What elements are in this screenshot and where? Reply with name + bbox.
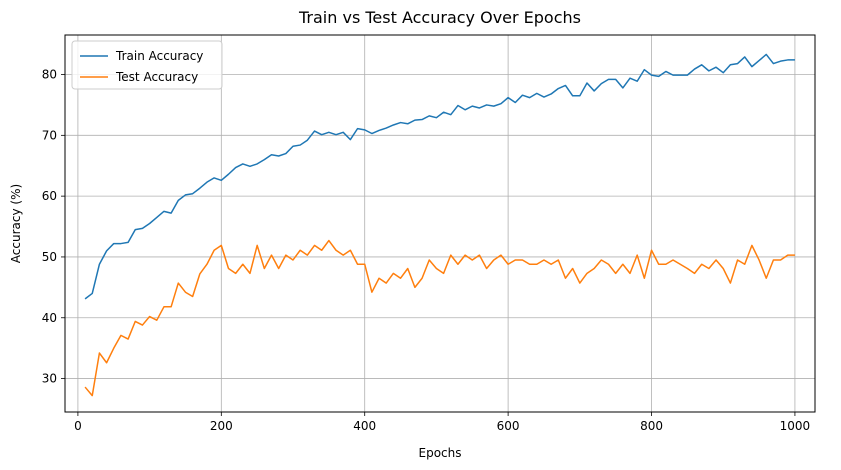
legend: Train Accuracy Test Accuracy [71,40,223,90]
legend-label: Test Accuracy [115,70,198,84]
series-line-train-accuracy [84,53,795,300]
chart-title: Train vs Test Accuracy Over Epochs [298,8,581,27]
y-axis-label: Accuracy (%) [9,184,23,263]
series-line-test-accuracy [84,239,795,397]
plot-frame [64,34,816,413]
y-axis-ticks: 30 40 50 60 70 80 [42,68,65,386]
x-axis-label: Epochs [419,446,462,460]
y-tick-label: 50 [42,250,57,264]
x-tick-label: 200 [210,419,233,433]
x-tick-label: 0 [74,419,82,433]
x-tick-label: 800 [640,419,663,433]
x-tick-label: 400 [353,419,376,433]
series-lines [84,53,795,397]
x-tick-label: 1000 [780,419,811,433]
y-tick-label: 70 [42,128,57,142]
x-axis-ticks: 0 200 400 600 800 1000 [74,412,810,433]
legend-box [71,40,223,90]
y-tick-label: 60 [42,189,57,203]
y-tick-label: 80 [42,68,57,82]
grid-lines [65,35,815,412]
x-tick-label: 600 [497,419,520,433]
y-tick-label: 30 [42,372,57,386]
y-tick-label: 40 [42,311,57,325]
legend-label: Train Accuracy [115,49,203,63]
